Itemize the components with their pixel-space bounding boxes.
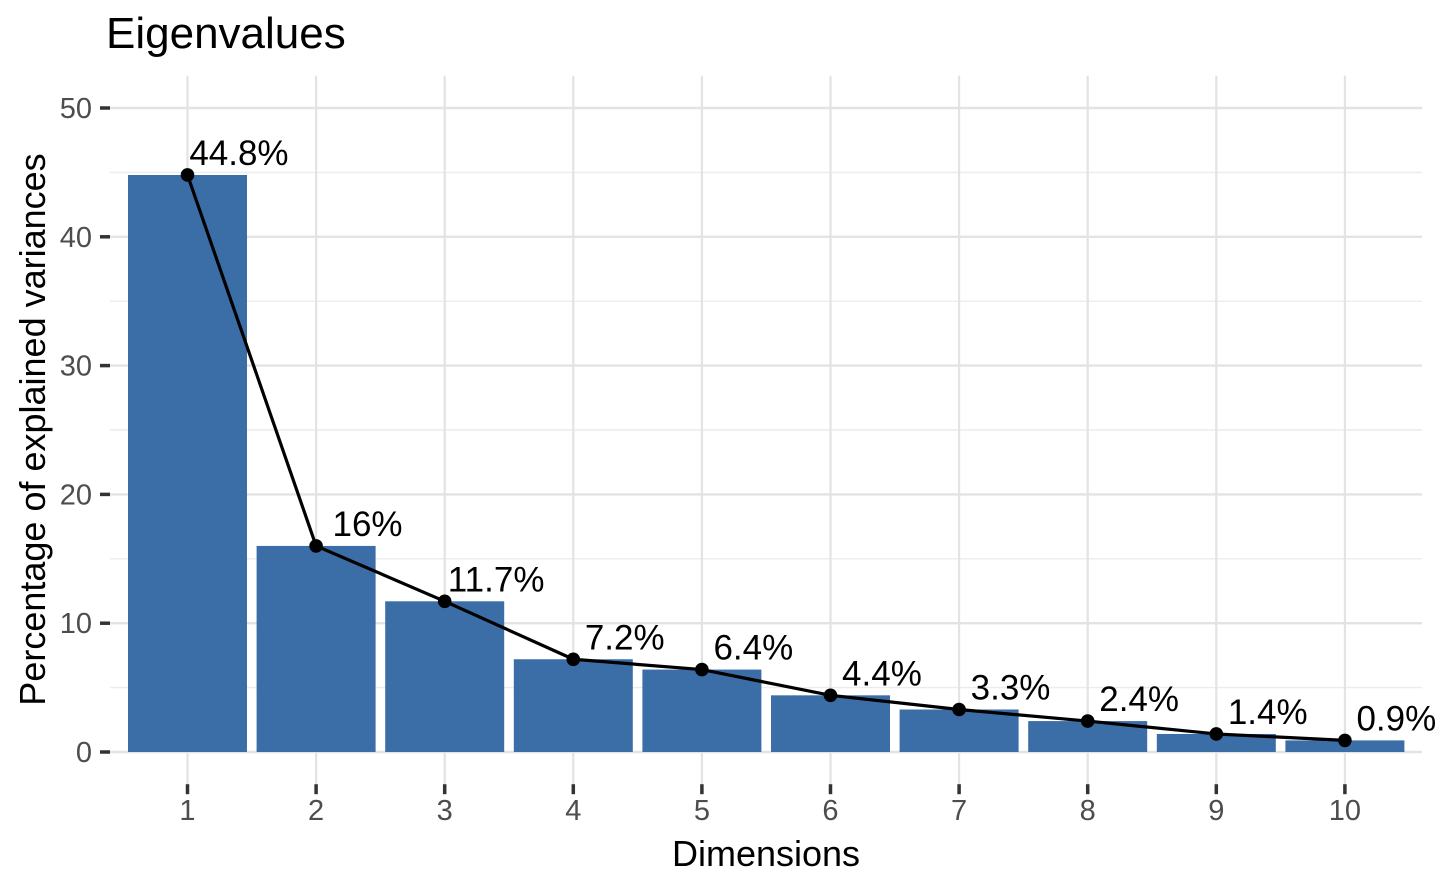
point-value-label: 11.7% [448, 560, 545, 599]
scree-point [566, 652, 581, 667]
scree-point [695, 662, 709, 677]
point-value-label: 44.8% [189, 134, 288, 173]
bar [513, 659, 633, 752]
bar [899, 709, 1019, 752]
y-tick-label: 0 [76, 737, 92, 769]
x-tick-label: 5 [694, 795, 710, 827]
point-value-label: 16% [333, 505, 403, 544]
point-value-label: 0.9% [1356, 699, 1436, 738]
scree-point [309, 539, 323, 553]
x-axis-title: Dimensions [671, 833, 861, 874]
x-tick-label: 7 [951, 795, 967, 827]
scree-point [952, 702, 966, 717]
scree-point [823, 688, 838, 703]
bar [128, 174, 247, 752]
scree-line [185, 174, 1345, 743]
chart-title: Eigenvalues [106, 9, 346, 58]
bar [256, 545, 376, 752]
x-tick-label: 8 [1080, 795, 1096, 827]
y-tick-label: 30 [60, 351, 92, 383]
x-tick-label: 10 [1329, 795, 1361, 827]
point-value-label: 6.4% [713, 629, 793, 668]
y-tick-label: 10 [60, 608, 92, 640]
y-tick-label: 50 [60, 93, 92, 125]
scree-point [1080, 714, 1095, 728]
y-tick-label: 40 [60, 222, 92, 254]
x-tick-label: 3 [437, 795, 453, 827]
x-tick-label: 1 [179, 795, 195, 827]
bar [385, 601, 505, 752]
x-tick-label: 9 [1208, 795, 1224, 827]
point-value-label: 7.2% [585, 618, 665, 657]
bar [771, 695, 890, 752]
scree-point [1209, 727, 1224, 741]
point-value-label: 1.4% [1228, 693, 1308, 732]
scree-point [180, 168, 195, 182]
bar [642, 669, 762, 752]
x-tick-label: 4 [565, 795, 581, 827]
scree-point [437, 594, 452, 609]
point-value-label: 4.4% [842, 654, 922, 693]
x-tick-label: 6 [822, 795, 838, 827]
point-value-label: 3.3% [971, 668, 1051, 707]
y-tick-label: 20 [60, 479, 92, 511]
x-tick-label: 2 [308, 795, 324, 827]
scree-point [1338, 733, 1352, 748]
point-value-label: 2.4% [1099, 680, 1179, 719]
bar [1156, 733, 1276, 752]
